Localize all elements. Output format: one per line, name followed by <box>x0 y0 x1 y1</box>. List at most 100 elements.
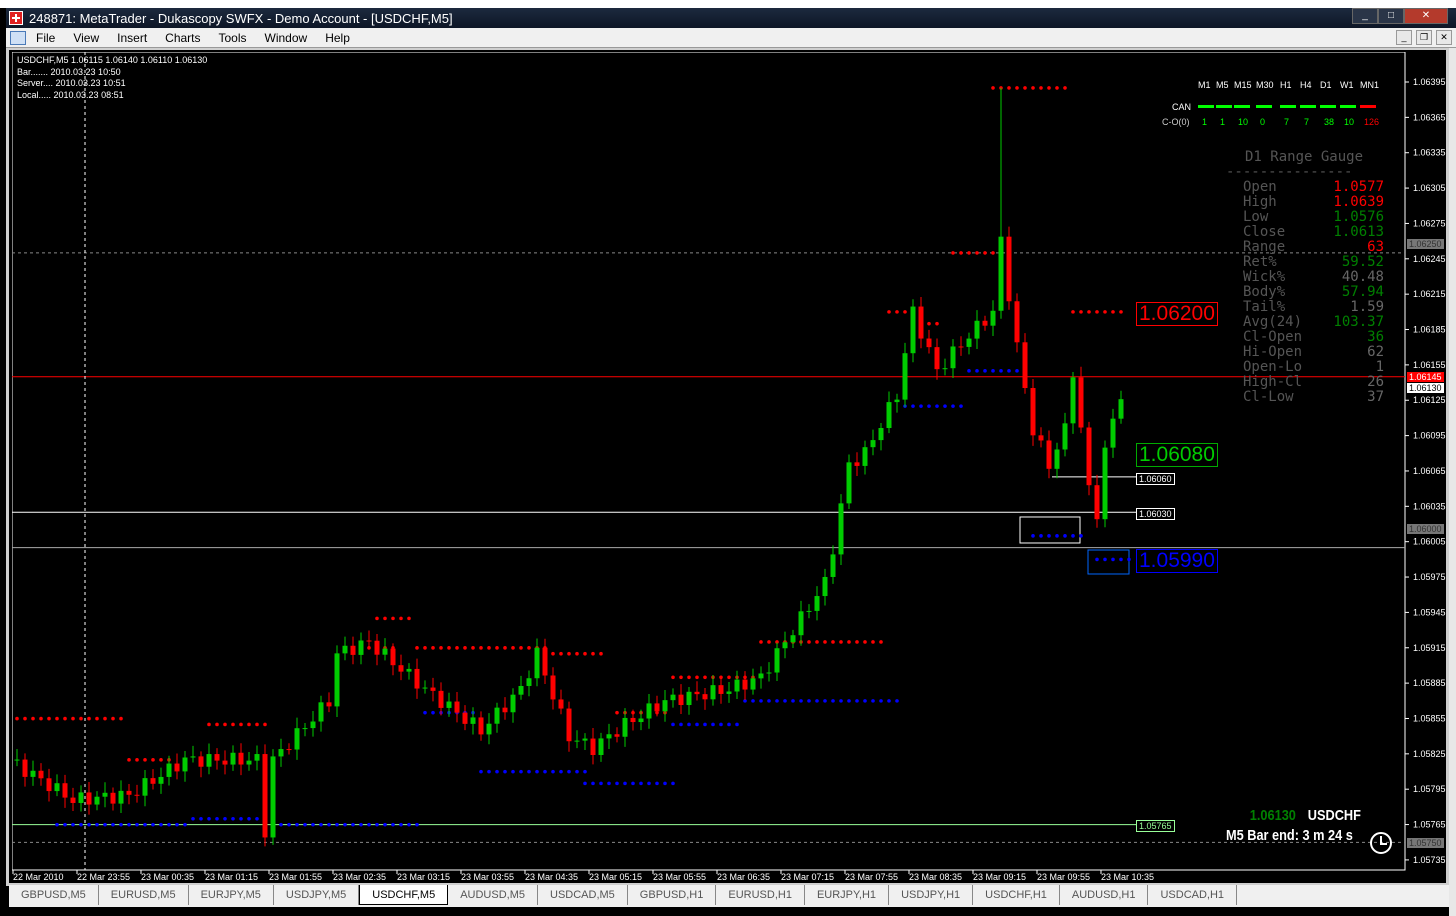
candle-body <box>886 402 892 429</box>
level-dot <box>487 769 491 774</box>
level-dot <box>727 722 731 727</box>
tab-eurusd-m5[interactable]: EURUSD,M5 <box>99 885 189 905</box>
level-dot <box>159 758 163 762</box>
level-dot <box>247 722 251 727</box>
bar-timer-panel: 1.06130 USDCHF M5 Bar end: 3 m 24 s <box>1226 807 1361 844</box>
level-dot <box>1007 369 1011 373</box>
minimize-button[interactable]: _ <box>1352 8 1378 24</box>
gauge-value: 59.52 <box>1341 254 1384 270</box>
candle-body <box>982 320 988 326</box>
level-dot <box>143 758 147 762</box>
menu-help[interactable]: Help <box>325 30 350 45</box>
level-dot <box>223 816 227 821</box>
gauge-value: 26 <box>1367 374 1384 390</box>
price-tick-label: 1.05975 <box>1413 572 1446 582</box>
gauge-row: Body% 57.94 <box>1226 285 1384 300</box>
level-dot <box>791 699 795 703</box>
level-dot <box>31 716 35 721</box>
co-value: 10 <box>1344 117 1355 127</box>
menu-file[interactable]: File <box>36 30 56 45</box>
level-dot <box>1039 86 1043 90</box>
gauge-row: High-Cl 26 <box>1226 375 1384 390</box>
time-tick-label: 23 Mar 02:35 <box>333 872 386 882</box>
range-gauge: D1 Range Gauge --------------- Open 1.057… <box>1226 150 1384 405</box>
gauge-value: 1.0613 <box>1333 224 1384 240</box>
tab-usdjpy-h1[interactable]: USDJPY,H1 <box>889 885 974 905</box>
resistance-label: 1.06200 <box>1136 302 1218 326</box>
level-dot <box>1071 534 1075 538</box>
level-dot <box>783 699 787 703</box>
tab-usdchf-h1[interactable]: USDCHF,H1 <box>973 885 1060 905</box>
candle-body <box>182 757 188 772</box>
candle-body <box>110 792 116 804</box>
candle-body <box>958 346 964 348</box>
candle-body <box>1094 485 1100 520</box>
level-dot <box>831 699 835 703</box>
candle-body <box>326 702 332 707</box>
level-dot <box>1015 86 1019 90</box>
menu-window[interactable]: Window <box>264 30 308 45</box>
chart-window-icon[interactable] <box>10 30 26 45</box>
candle-body <box>422 687 428 689</box>
candle-body <box>1118 399 1124 419</box>
tab-audusd-m5[interactable]: AUDUSD,M5 <box>448 885 538 905</box>
level-dot <box>471 646 475 650</box>
candle-body <box>198 756 204 767</box>
level-dot <box>239 722 243 727</box>
current-price: 1.06130 <box>1249 807 1296 824</box>
tab-audusd-h1[interactable]: AUDUSD,H1 <box>1060 885 1149 905</box>
candle-body <box>670 694 676 701</box>
gauge-label: Cl-Open <box>1243 329 1303 345</box>
candle-body <box>950 346 956 369</box>
tab-usdchf-m5[interactable]: USDCHF,M5 <box>359 885 449 905</box>
tab-eurusd-h1[interactable]: EURUSD,H1 <box>716 885 805 905</box>
candle-body <box>230 752 236 765</box>
close-button[interactable]: ✕ <box>1404 8 1448 24</box>
level-dot <box>695 675 699 680</box>
tab-gbpusd-m5[interactable]: GBPUSD,M5 <box>9 885 99 905</box>
tab-usdjpy-m5[interactable]: USDJPY,M5 <box>274 885 360 905</box>
level-dot <box>559 769 563 774</box>
menu-view[interactable]: View <box>73 30 100 45</box>
level-dot <box>607 781 611 786</box>
menu-insert[interactable]: Insert <box>117 30 148 45</box>
candle-body <box>1110 418 1116 448</box>
tab-usdcad-h1[interactable]: USDCAD,H1 <box>1148 885 1238 905</box>
candle-body <box>750 678 756 690</box>
candle-body <box>814 596 820 611</box>
level-dot <box>279 822 283 827</box>
level-dot <box>407 616 411 621</box>
gauge-value: 1.0577 <box>1333 179 1384 195</box>
timeframe-label: MN1 <box>1360 80 1380 90</box>
candle-body <box>102 792 108 797</box>
chart-restore-button[interactable]: ❐ <box>1416 30 1432 45</box>
level-dot <box>151 822 155 827</box>
level-dot <box>135 822 139 827</box>
level-dot <box>551 651 555 656</box>
menu-tools[interactable]: Tools <box>218 30 247 45</box>
level-dot <box>991 369 995 373</box>
level-dot <box>55 822 59 827</box>
candle-body <box>806 610 812 612</box>
chart-close-button[interactable]: ✕ <box>1436 30 1452 45</box>
tab-eurjpy-m5[interactable]: EURJPY,M5 <box>189 885 274 905</box>
chart-minimize-button[interactable]: _ <box>1396 30 1412 45</box>
tab-gbpusd-h1[interactable]: GBPUSD,H1 <box>628 885 717 905</box>
candle-body <box>974 320 980 339</box>
gauge-value: 1 <box>1375 359 1384 375</box>
maximize-button[interactable]: □ <box>1378 8 1404 24</box>
candle-body <box>174 763 180 772</box>
level-dot <box>583 769 587 774</box>
level-dot <box>567 769 571 774</box>
bar-end-timer: M5 Bar end: 3 m 24 s <box>1226 827 1353 844</box>
gauge-label: Wick% <box>1243 269 1286 285</box>
tab-usdcad-m5[interactable]: USDCAD,M5 <box>538 885 628 905</box>
tab-eurjpy-h1[interactable]: EURJPY,H1 <box>805 885 890 905</box>
price-chart[interactable]: 1.06395 1.06365 1.06335 1.06305 1.06275 1.062… <box>12 52 1449 884</box>
menu-charts[interactable]: Charts <box>165 30 201 45</box>
candle-body <box>646 703 652 719</box>
time-tick-label: 23 Mar 07:55 <box>845 872 898 882</box>
level-dot <box>935 404 939 408</box>
candle-body <box>926 338 932 348</box>
level-dot <box>991 86 995 90</box>
